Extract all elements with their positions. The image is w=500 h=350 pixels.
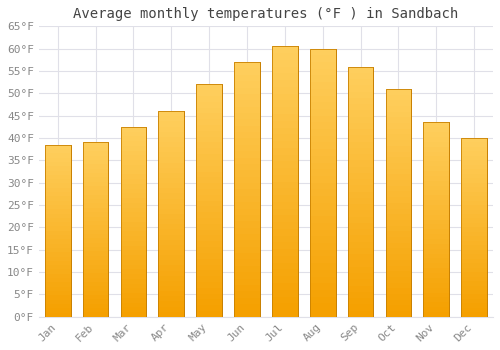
- Bar: [234, 62, 260, 317]
- Bar: [196, 84, 222, 317]
- Bar: [82, 142, 108, 317]
- Bar: [462, 138, 487, 317]
- Bar: [272, 47, 297, 317]
- Bar: [45, 145, 70, 317]
- Bar: [348, 66, 374, 317]
- Bar: [158, 111, 184, 317]
- Bar: [120, 127, 146, 317]
- Bar: [424, 122, 449, 317]
- Title: Average monthly temperatures (°F ) in Sandbach: Average monthly temperatures (°F ) in Sa…: [74, 7, 458, 21]
- Bar: [386, 89, 411, 317]
- Bar: [310, 49, 336, 317]
